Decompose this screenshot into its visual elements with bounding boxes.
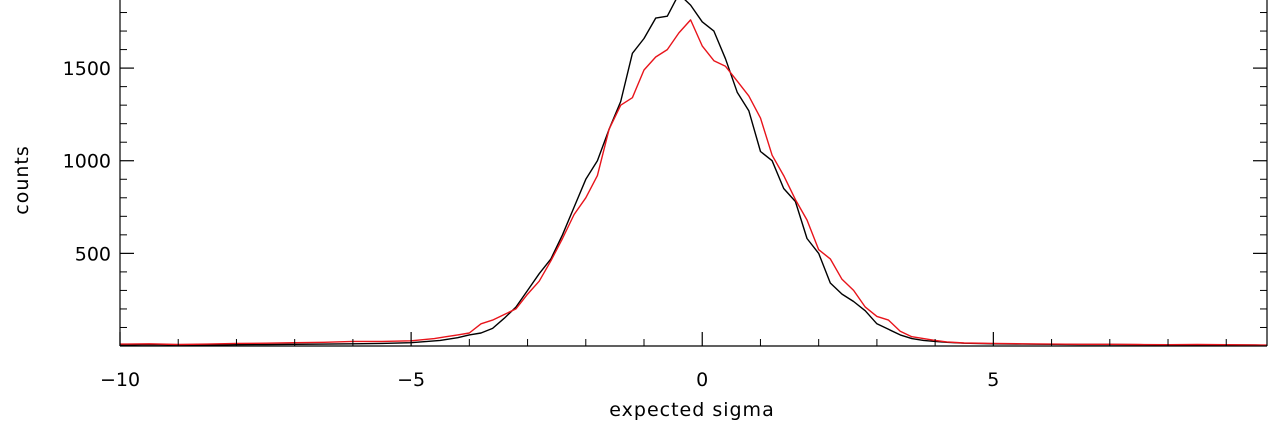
series-line-1 bbox=[120, 0, 1267, 346]
y-tick-label: 500 bbox=[75, 243, 111, 265]
series-line-2 bbox=[120, 19, 1267, 346]
x-tick-label: 0 bbox=[696, 369, 708, 391]
x-tick-label: −5 bbox=[397, 369, 425, 391]
y-tick-label: 1000 bbox=[63, 151, 111, 173]
y-tick-label: 1500 bbox=[63, 58, 111, 80]
axes: −10 −5 0 5 500 1000 1500 bbox=[63, 0, 1268, 391]
y-axis-label: counts bbox=[11, 145, 33, 215]
plot-area bbox=[120, 0, 1267, 346]
x-tick-label: 5 bbox=[987, 369, 999, 391]
x-axis-label: expected sigma bbox=[609, 399, 774, 421]
x-tick-label: −10 bbox=[100, 369, 140, 391]
